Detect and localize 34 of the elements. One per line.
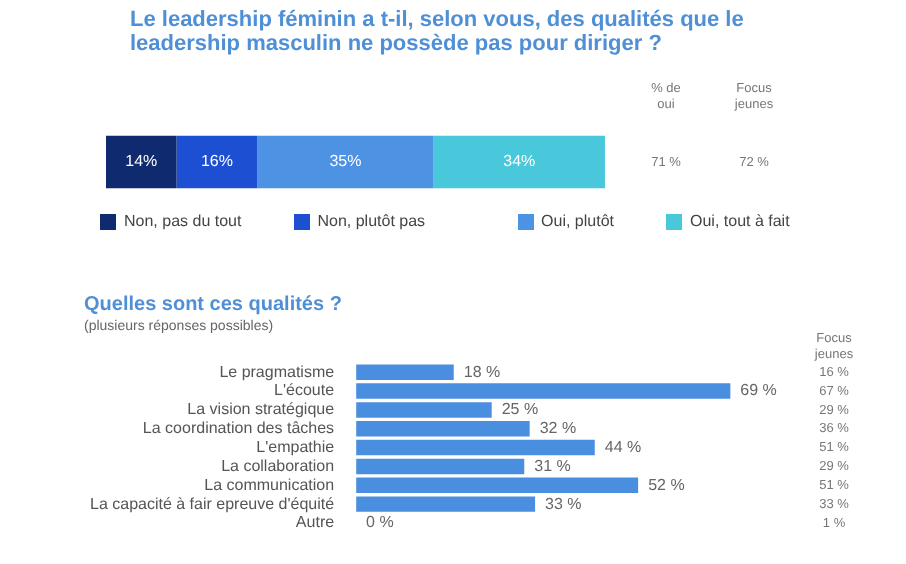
y-tick-label: L'empathie	[256, 438, 336, 457]
bar	[356, 458, 525, 475]
y-tick-label: La coordination des tâches	[142, 419, 335, 438]
legend-label: Oui, plutôt	[541, 212, 614, 230]
data-label: 52 %	[648, 475, 685, 494]
bar	[433, 135, 605, 189]
legend-label: Oui, tout à fait	[690, 212, 790, 230]
data-label: 32 %	[539, 419, 577, 438]
data-label: 18 %	[463, 362, 501, 381]
legend-label: Non, plutôt pas	[317, 212, 426, 230]
data-label: 14%	[125, 152, 158, 171]
y-tick-label: Autre	[295, 513, 336, 532]
data-label: 35%	[329, 152, 362, 171]
y-tick-label: La collaboration	[221, 456, 335, 475]
chart-title: Quelles sont ces qualités ?	[84, 293, 342, 316]
data-label: 25 %	[501, 400, 539, 419]
data-label: 31 %	[534, 456, 571, 475]
y-tick-label: La communication	[204, 475, 335, 494]
bar	[106, 135, 177, 189]
data-label: 44 %	[604, 438, 642, 457]
y-tick-label: Le pragmatisme	[219, 362, 336, 381]
y-tick-label: La vision stratégique	[187, 400, 336, 419]
bar	[356, 439, 595, 456]
bar	[257, 135, 434, 189]
data-label: 0 %	[366, 513, 394, 532]
data-label: 16%	[200, 152, 233, 171]
bar	[176, 135, 258, 189]
chart-title: Le leadership féminin a t-il, selon vous, des qualités que le leadership masculin ne possède pas pour diriger ?	[130, 8, 746, 56]
legend-label: Non, pas du tout	[124, 212, 242, 230]
y-tick-label: L'écoute	[274, 381, 336, 400]
y-tick-label: La capacité à fair epreuve d'équité	[89, 494, 336, 513]
data-label: 34%	[503, 152, 536, 171]
data-label: 33 %	[545, 494, 582, 513]
data-label: 69 %	[740, 381, 777, 400]
